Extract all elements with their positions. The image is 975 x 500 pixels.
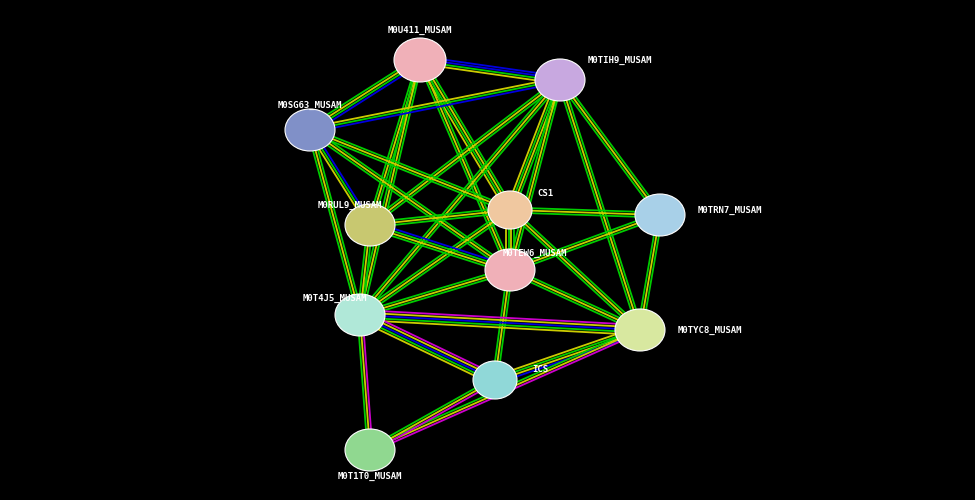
Ellipse shape (635, 194, 685, 236)
Text: M0RUL9_MUSAM: M0RUL9_MUSAM (318, 200, 382, 209)
Text: ICS: ICS (532, 366, 548, 374)
Text: M0TEW6_MUSAM: M0TEW6_MUSAM (503, 248, 567, 258)
Ellipse shape (488, 191, 532, 229)
Ellipse shape (345, 429, 395, 471)
Text: M0TRN7_MUSAM: M0TRN7_MUSAM (698, 206, 762, 214)
Text: M0TYC8_MUSAM: M0TYC8_MUSAM (678, 326, 742, 334)
Ellipse shape (535, 59, 585, 101)
Ellipse shape (485, 249, 535, 291)
Ellipse shape (615, 309, 665, 351)
Ellipse shape (345, 204, 395, 246)
Text: M0U411_MUSAM: M0U411_MUSAM (388, 26, 452, 35)
Text: M0T1T0_MUSAM: M0T1T0_MUSAM (337, 472, 403, 480)
Text: M0TIH9_MUSAM: M0TIH9_MUSAM (588, 56, 652, 64)
Ellipse shape (473, 361, 517, 399)
Text: CS1: CS1 (537, 188, 553, 198)
Ellipse shape (285, 109, 335, 151)
Ellipse shape (335, 294, 385, 336)
Ellipse shape (394, 38, 446, 82)
Text: M0SG63_MUSAM: M0SG63_MUSAM (278, 100, 342, 110)
Text: M0T4J5_MUSAM: M0T4J5_MUSAM (303, 294, 368, 302)
